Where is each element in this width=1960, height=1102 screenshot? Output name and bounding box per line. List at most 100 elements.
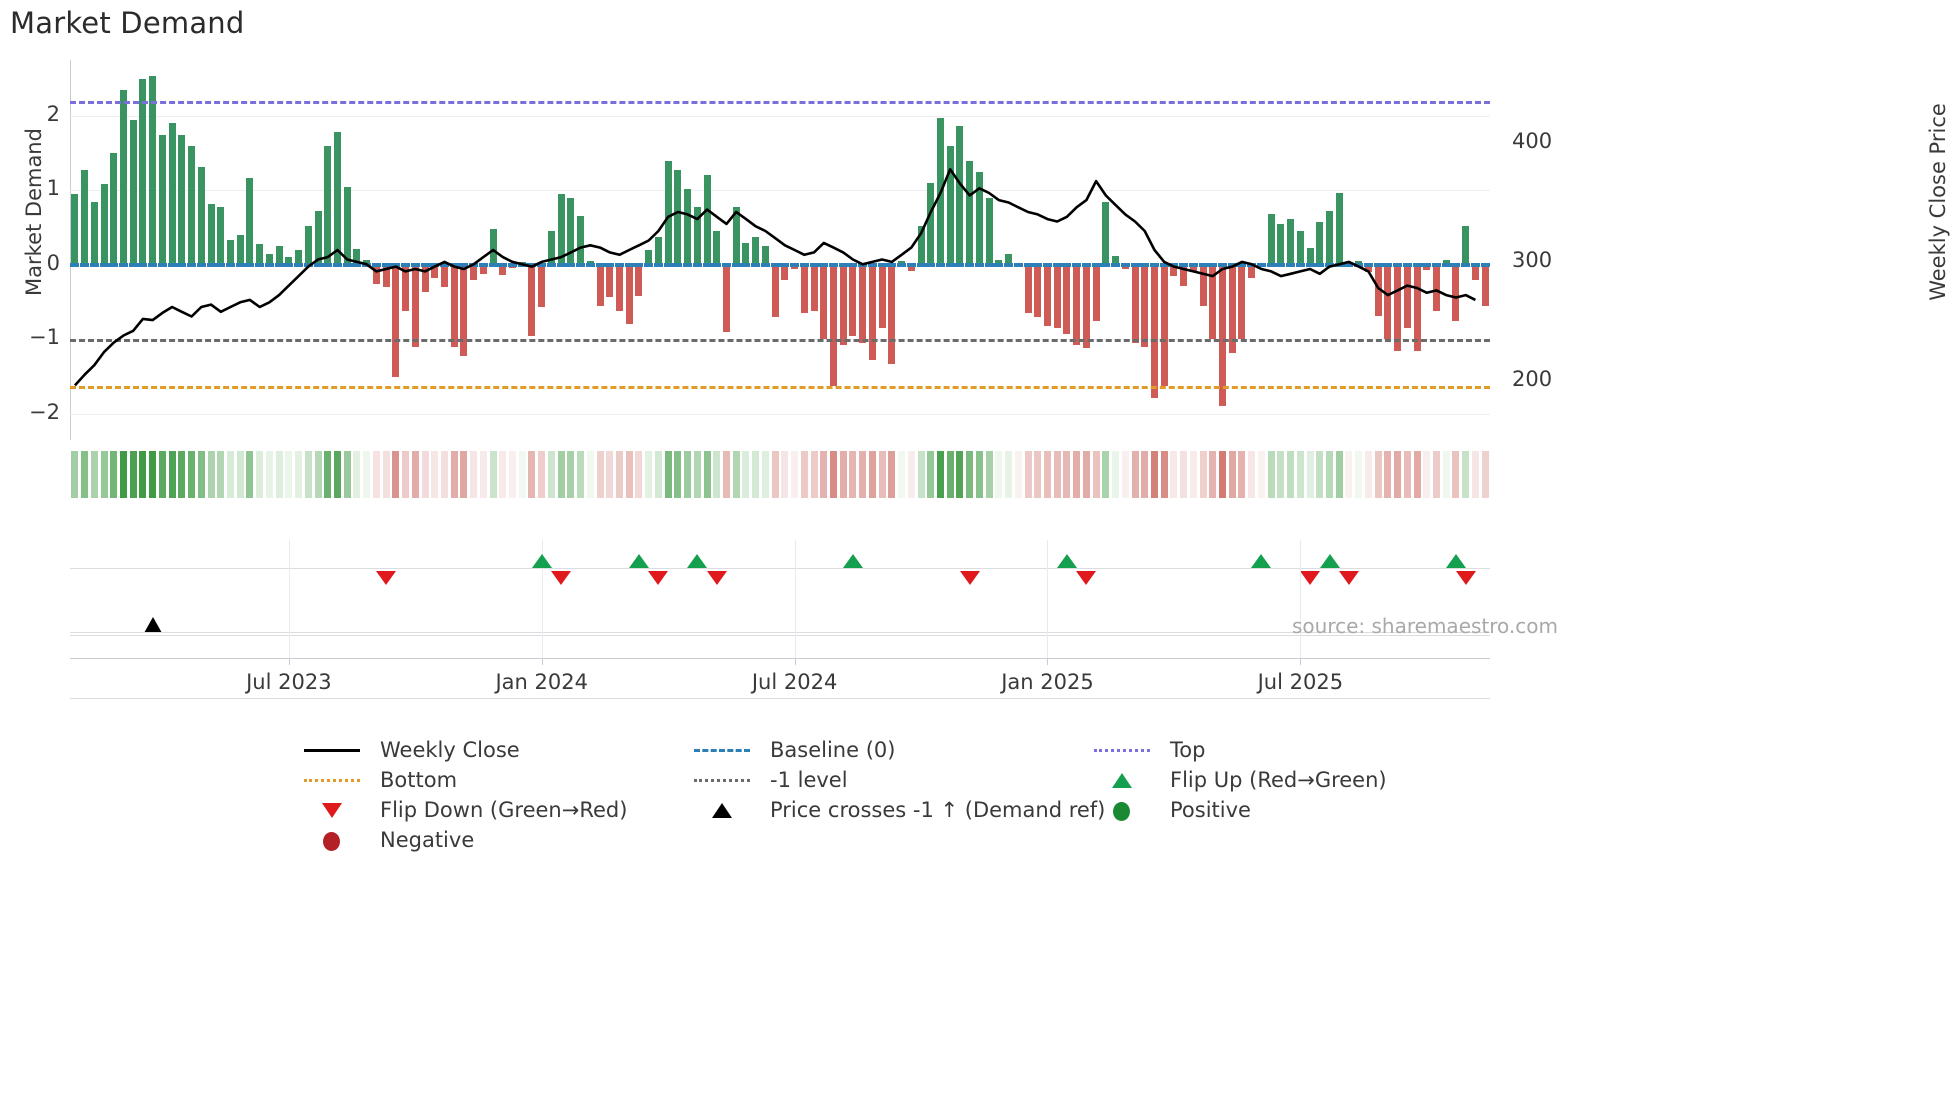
legend-label: Flip Up (Red→Green) (1170, 768, 1387, 792)
baseline-segment (89, 262, 99, 267)
baseline-segment (848, 262, 858, 267)
baseline-segment (225, 262, 235, 267)
demand-bar (197, 166, 205, 265)
legend-item[interactable]: -1 level (690, 765, 848, 795)
x-tick-mark (1300, 658, 1302, 665)
legend-label: Negative (380, 828, 475, 852)
baseline-segment (692, 262, 702, 267)
heat-cell (771, 451, 779, 498)
legend-item[interactable]: Bottom (300, 765, 457, 795)
baseline-segment (683, 262, 693, 267)
heat-cell (567, 451, 575, 498)
baseline-segment (167, 262, 177, 267)
demand-bar (956, 125, 964, 265)
demand-bar (1024, 264, 1032, 314)
y-axis-right-label: Weekly Close Price (1926, 103, 1950, 301)
baseline-segment (1305, 262, 1315, 267)
flip-marker-panel (70, 510, 1490, 650)
baseline-segment (1111, 262, 1121, 267)
legend-label: Top (1170, 738, 1206, 762)
demand-bar (917, 226, 925, 265)
demand-bar (820, 264, 828, 340)
heat-cell (985, 451, 993, 498)
y-tick-left-2: 0 (46, 250, 60, 275)
heat-cell (158, 451, 166, 498)
flip-up-marker (842, 554, 863, 568)
y-tick-right-1: 300 (1512, 247, 1553, 272)
heat-cell (411, 451, 419, 498)
baseline-segment (498, 262, 508, 267)
legend-swatch (690, 769, 754, 791)
baseline-segment (332, 262, 342, 267)
baseline-segment (634, 262, 644, 267)
heat-cell (1326, 451, 1334, 498)
heat-cell (1092, 451, 1100, 498)
heat-cell (285, 451, 293, 498)
legend-item[interactable]: Baseline (0) (690, 735, 895, 765)
demand-bar (372, 264, 380, 284)
demand-bar (684, 188, 692, 265)
lower-gridline (70, 698, 1490, 699)
y-tick-right-2: 200 (1512, 366, 1553, 391)
baseline-segment (974, 262, 984, 267)
gridline-y-2 (70, 115, 1490, 117)
x-tick-label: Jul 2023 (246, 670, 332, 694)
baseline-segment (420, 262, 430, 267)
legend-item[interactable]: Price crosses -1 ↑ (Demand ref) (690, 795, 1105, 825)
demand-bar (324, 145, 332, 265)
demand-bar (742, 242, 750, 265)
baseline-segment (819, 262, 829, 267)
baseline-segment (644, 262, 654, 267)
baseline-segment (984, 262, 994, 267)
demand-bar (547, 231, 555, 265)
legend-item[interactable]: Weekly Close (300, 735, 520, 765)
legend-item[interactable]: Flip Down (Green→Red) (300, 795, 627, 825)
baseline-segment (1276, 262, 1286, 267)
demand-bar (528, 264, 536, 336)
baseline-segment (955, 262, 965, 267)
minus-one-reference-line (70, 339, 1490, 343)
demand-bar (217, 206, 225, 265)
heat-cell (479, 451, 487, 498)
heat-cell (1433, 451, 1440, 498)
legend-swatch (300, 799, 364, 821)
legend-item[interactable]: Negative (300, 825, 474, 855)
legend-item[interactable]: Flip Up (Red→Green) (1090, 765, 1387, 795)
lower-vertical-gridline (541, 570, 543, 660)
demand-bar (1306, 247, 1314, 265)
flip-up-marker (687, 554, 708, 568)
y-tick-left-1: 1 (46, 176, 60, 201)
heat-cell (1471, 451, 1479, 498)
baseline-segment (284, 262, 294, 267)
baseline-segment (255, 262, 265, 267)
baseline-segment (1470, 262, 1480, 267)
demand-bar (1433, 264, 1440, 312)
y-axis-spine (70, 60, 71, 440)
legend-item[interactable]: Top (1090, 735, 1205, 765)
baseline-segment (449, 262, 459, 267)
legend-item[interactable]: Positive (1090, 795, 1251, 825)
baseline-segment (1042, 262, 1052, 267)
demand-bar (703, 175, 711, 265)
heat-cell (868, 451, 876, 498)
demand-bar (596, 264, 604, 306)
demand-bar (781, 264, 789, 280)
heat-cell (849, 451, 857, 498)
demand-bar (149, 76, 157, 265)
heat-cell (1170, 451, 1178, 498)
baseline-segment (595, 262, 605, 267)
heat-cell (781, 451, 789, 498)
heat-cell (538, 451, 546, 498)
baseline-segment (478, 262, 488, 267)
heat-cell (995, 451, 1003, 498)
heat-cell (645, 451, 653, 498)
heat-cell (499, 451, 507, 498)
heat-cell (946, 451, 954, 498)
heat-cell (596, 451, 604, 498)
x-tick-mark (288, 658, 290, 665)
source-attribution: source: sharemaestro.com (1292, 614, 1558, 638)
baseline-segment (70, 262, 80, 267)
heat-cell (256, 451, 264, 498)
baseline-segment (264, 262, 274, 267)
heat-cell (421, 451, 429, 498)
